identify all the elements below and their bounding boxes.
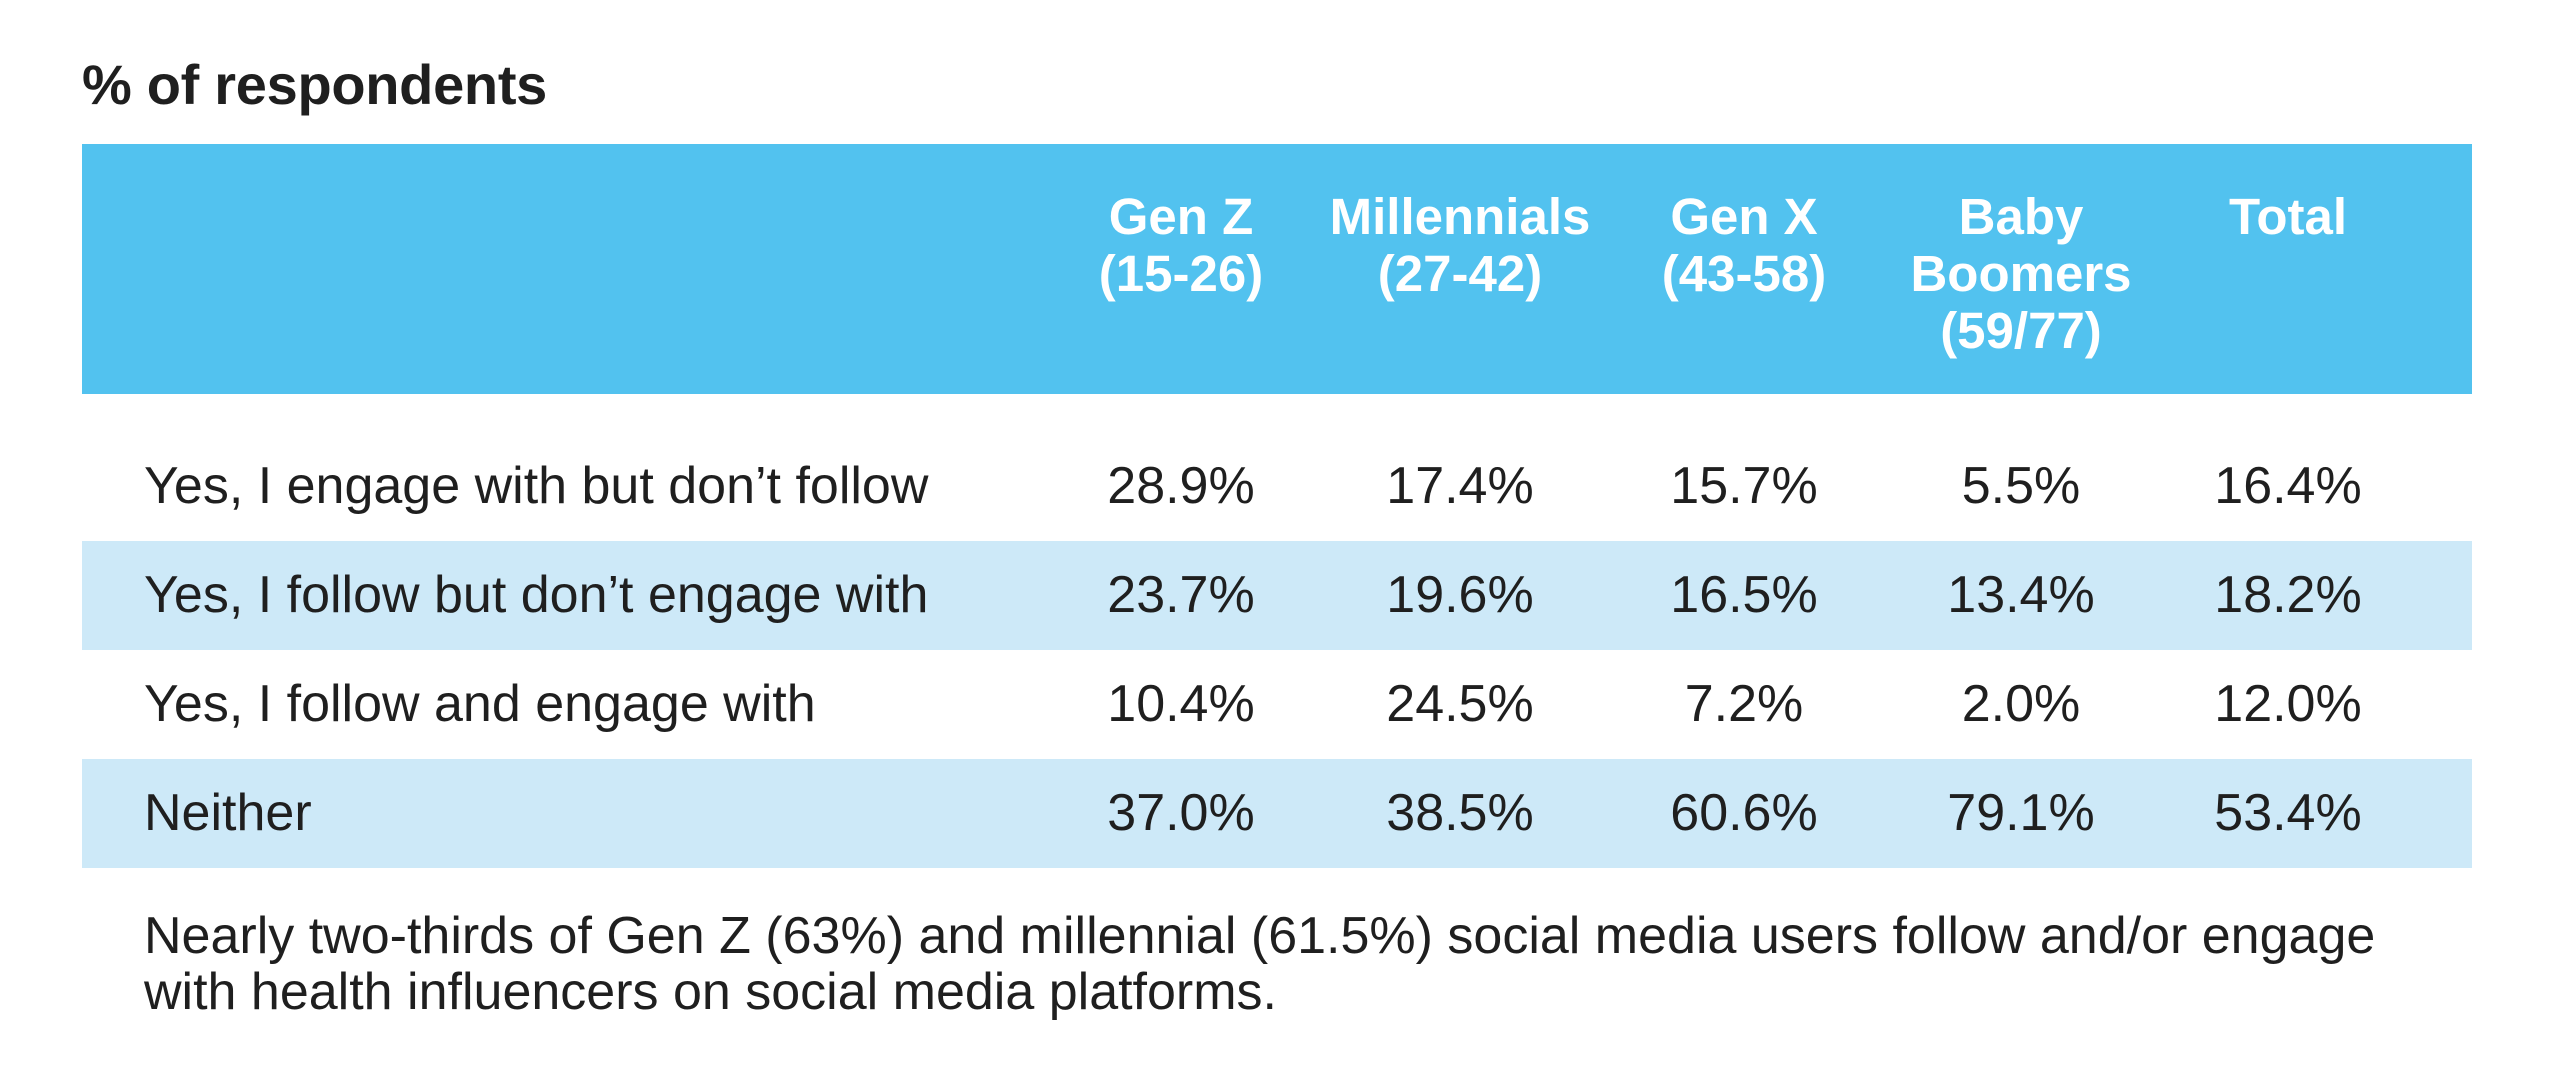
column-header: Millennials (27-42) bbox=[1330, 188, 1591, 302]
header-spacer bbox=[82, 394, 2472, 432]
column-header-line: Millennials bbox=[1329, 188, 1591, 245]
table-cell: 28.9% bbox=[1107, 457, 1255, 515]
table-cell: 79.1% bbox=[1947, 784, 2095, 842]
table-cell: 19.6% bbox=[1386, 566, 1534, 624]
footnote: Nearly two-thirds of Gen Z (63%) and mil… bbox=[144, 907, 2376, 1021]
column-header-line: (43-58) bbox=[1661, 245, 1827, 302]
column-header: Total bbox=[2229, 188, 2347, 245]
column-header-line: Boomers bbox=[1910, 245, 2132, 302]
table-cell: 53.4% bbox=[2214, 784, 2362, 842]
table-cell: 17.4% bbox=[1386, 457, 1534, 515]
column-header-line: Gen X bbox=[1670, 188, 1818, 245]
table-row: Yes, I engage with but don’t follow 28.9%… bbox=[82, 432, 2472, 541]
column-header-line: Gen Z bbox=[1108, 188, 1254, 245]
data-table: Gen Z (15-26) Millennials (27-42) Gen X (43-5… bbox=[82, 144, 2472, 868]
table-cell: 38.5% bbox=[1386, 784, 1534, 842]
table-row: Yes, I follow and engage with 10.4% 24.5% 7… bbox=[82, 650, 2472, 759]
table-cell: 5.5% bbox=[1961, 457, 2081, 515]
table-cell: 24.5% bbox=[1386, 675, 1534, 733]
column-header-line: Baby bbox=[1958, 188, 2084, 245]
column-header: Gen X (43-58) bbox=[1662, 188, 1826, 302]
table-row: Neither 37.0% 38.5% 60.6% 79.1% 53.4% bbox=[82, 759, 2472, 868]
table-cell: 18.2% bbox=[2214, 566, 2362, 624]
row-label: Yes, I follow and engage with bbox=[144, 675, 816, 733]
row-label: Yes, I follow but don’t engage with bbox=[144, 566, 929, 624]
table-cell: 15.7% bbox=[1670, 457, 1818, 515]
table-header: Gen Z (15-26) Millennials (27-42) Gen X (43-5… bbox=[82, 144, 2472, 394]
table-cell: 60.6% bbox=[1670, 784, 1818, 842]
row-label: Neither bbox=[144, 784, 312, 842]
table-cell: 16.5% bbox=[1670, 566, 1818, 624]
table-cell: 7.2% bbox=[1684, 675, 1804, 733]
table-cell: 10.4% bbox=[1107, 675, 1255, 733]
column-header: Baby Boomers (59/77) bbox=[1910, 188, 2131, 359]
table-cell: 23.7% bbox=[1107, 566, 1255, 624]
table-cell: 13.4% bbox=[1947, 566, 2095, 624]
column-header-line: (27-42) bbox=[1377, 245, 1543, 302]
table-body: Yes, I engage with but don’t follow 28.9%… bbox=[82, 432, 2472, 868]
table-cell: 16.4% bbox=[2214, 457, 2362, 515]
table-row: Yes, I follow but don’t engage with 23.7%… bbox=[82, 541, 2472, 650]
column-header-line: Total bbox=[2228, 188, 2348, 245]
row-label: Yes, I engage with but don’t follow bbox=[144, 457, 929, 515]
table-cell: 2.0% bbox=[1961, 675, 2081, 733]
table-cell: 12.0% bbox=[2214, 675, 2362, 733]
table-subtitle: % of respondents bbox=[82, 53, 548, 116]
table-cell: 37.0% bbox=[1107, 784, 1255, 842]
column-header: Gen Z (15-26) bbox=[1099, 188, 1263, 302]
column-header-line: (15-26) bbox=[1098, 245, 1264, 302]
column-header-line: (59/77) bbox=[1940, 302, 2102, 359]
